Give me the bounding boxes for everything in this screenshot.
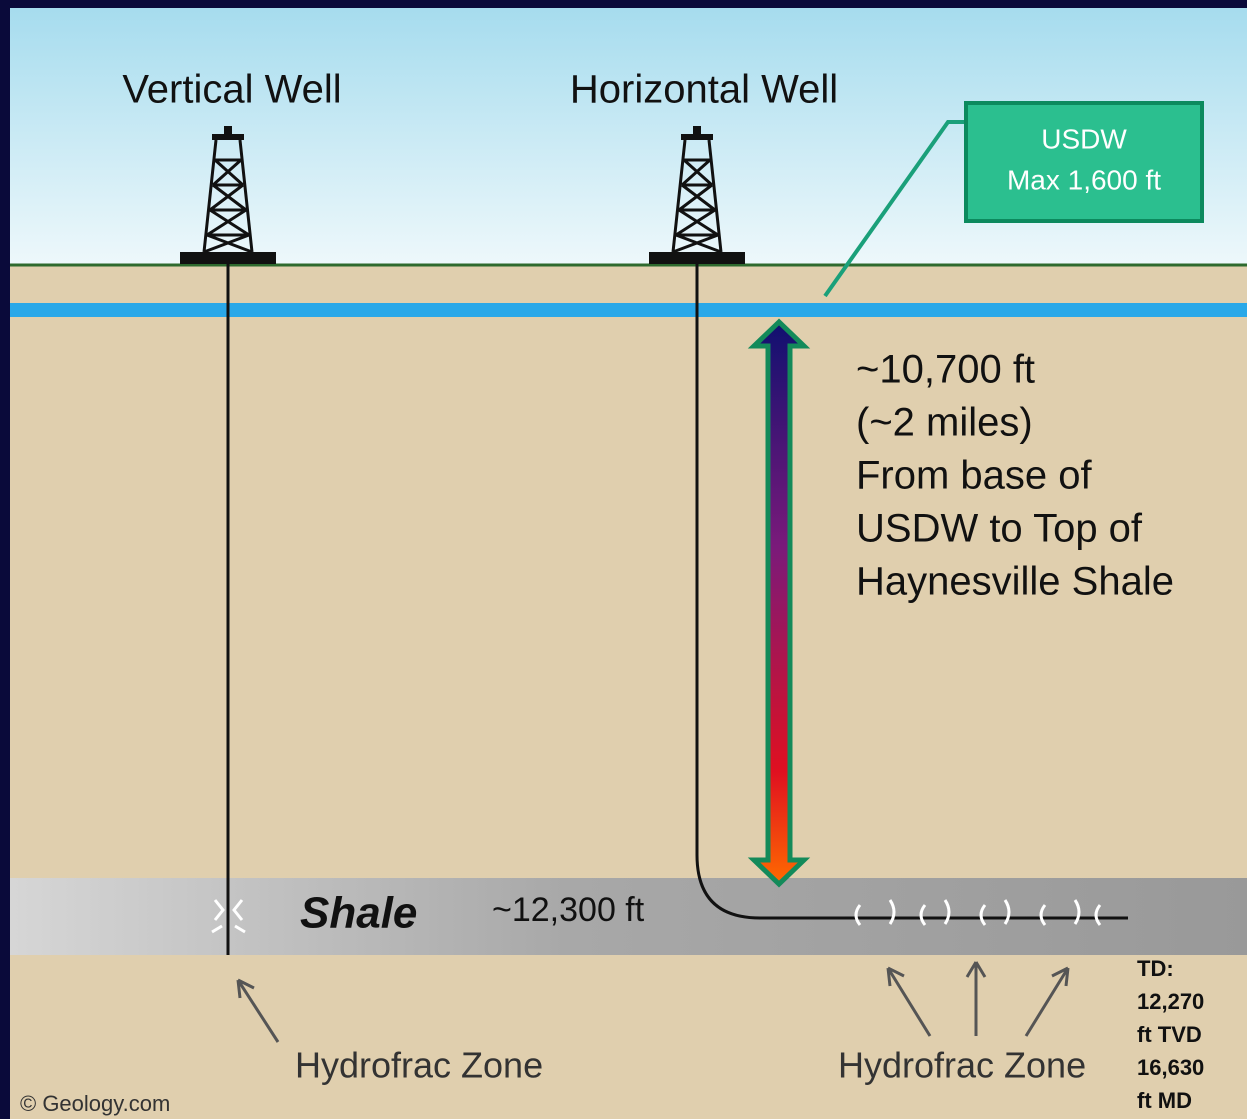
credit: © Geology.com bbox=[20, 1091, 170, 1116]
note-line: From base of bbox=[856, 454, 1093, 498]
usdw-line bbox=[10, 303, 1247, 317]
usdw-title: USDW bbox=[1041, 123, 1127, 154]
td-line: 16,630 bbox=[1137, 1055, 1204, 1080]
shale-depth: ~12,300 ft bbox=[492, 891, 645, 929]
diagram: USDW Max 1,600 ft Vertical Well Horizont… bbox=[0, 0, 1247, 1119]
td-line: ft MD bbox=[1137, 1088, 1192, 1113]
usdw-box bbox=[966, 103, 1202, 221]
td-line: TD: bbox=[1137, 956, 1174, 981]
note-line: Haynesville Shale bbox=[856, 560, 1174, 604]
note-line: (~2 miles) bbox=[856, 401, 1033, 445]
well-label: Horizontal Well bbox=[570, 68, 838, 112]
page: USDW Max 1,600 ft Vertical Well Horizont… bbox=[0, 0, 1247, 1119]
usdw-depth: Max 1,600 ft bbox=[1007, 164, 1161, 195]
td-line: 12,270 bbox=[1137, 989, 1204, 1014]
td-line: ft TVD bbox=[1137, 1022, 1202, 1047]
note-line: USDW to Top of bbox=[856, 507, 1143, 551]
note-line: ~10,700 ft bbox=[856, 348, 1035, 392]
shale-label: Shale bbox=[300, 889, 417, 938]
well-label: Vertical Well bbox=[122, 68, 341, 112]
hydrofrac-label: Hydrofrac Zone bbox=[295, 1045, 543, 1086]
hydrofrac-label: Hydrofrac Zone bbox=[838, 1045, 1086, 1086]
